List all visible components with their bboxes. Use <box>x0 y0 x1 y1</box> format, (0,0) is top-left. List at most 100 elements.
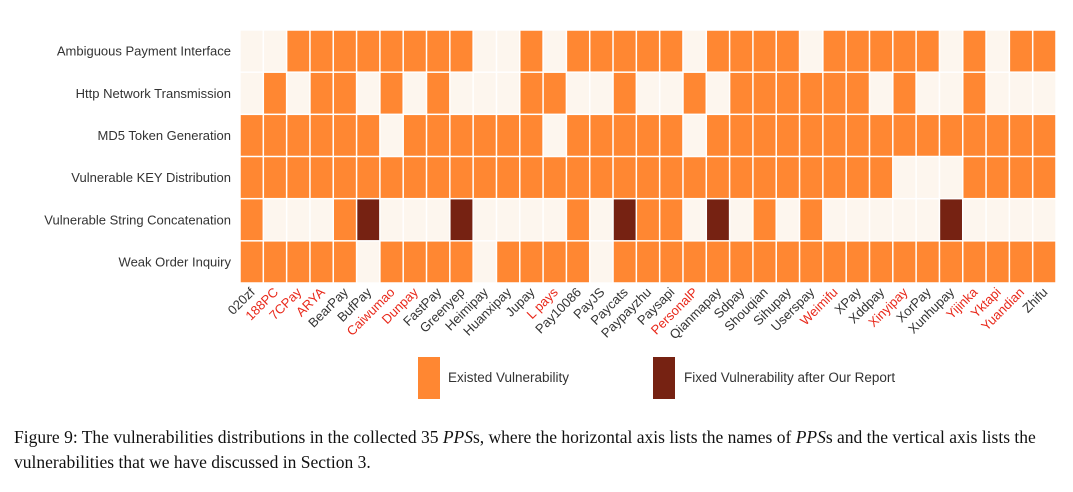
heatmap-cell <box>403 115 426 156</box>
heatmap-cell <box>240 157 263 198</box>
heatmap-cell <box>870 30 893 72</box>
caption-pps: PPS <box>442 427 473 447</box>
heatmap-cell <box>1033 115 1056 156</box>
heatmap-cell <box>986 72 1009 114</box>
heatmap-cell <box>357 72 380 114</box>
caption-pps-2: PPS <box>795 427 826 447</box>
x-tick-label: Zhifu <box>1019 285 1050 316</box>
heatmap-cell <box>660 115 683 156</box>
heatmap-cell <box>637 241 659 283</box>
heatmap-cell <box>660 241 683 283</box>
heatmap-cell <box>940 72 962 114</box>
heatmap-cells <box>240 30 1056 283</box>
heatmap-cell <box>590 157 613 198</box>
heatmap-cell <box>310 157 333 198</box>
heatmap-cell <box>1033 199 1056 241</box>
heatmap-cell <box>800 115 823 156</box>
heatmap-cell <box>707 157 729 198</box>
heatmap-cell <box>823 72 846 114</box>
legend-label-fixed: Fixed Vulnerability after Our Report <box>684 370 895 385</box>
heatmap-cell <box>846 72 869 114</box>
caption-mid: s, where the horizontal axis lists the n… <box>472 427 796 447</box>
heatmap-cell <box>730 199 753 241</box>
caption-prefix: Figure 9: The vulnerabilities distributi… <box>14 427 443 447</box>
heatmap-cell <box>637 30 659 72</box>
heatmap-cell <box>310 72 333 114</box>
legend: Existed Vulnerability Fixed Vulnerabilit… <box>418 357 895 399</box>
heatmap-cell <box>334 157 356 198</box>
heatmap-cell <box>497 30 520 72</box>
heatmap-cell <box>753 72 776 114</box>
heatmap-cell <box>380 115 403 156</box>
heatmap-cell <box>916 30 939 72</box>
heatmap-cell <box>940 157 962 198</box>
heatmap-cell <box>637 157 659 198</box>
heatmap-cell <box>753 199 776 241</box>
heatmap-cell <box>683 157 706 198</box>
heatmap-cell <box>473 199 496 241</box>
heatmap-cell <box>823 241 846 283</box>
heatmap-cell <box>334 241 356 283</box>
y-tick-label: Http Network Transmission <box>76 86 231 101</box>
heatmap-cell <box>637 199 659 241</box>
heatmap-cell <box>520 115 543 156</box>
heatmap-cell <box>403 199 426 241</box>
heatmap-cell <box>380 30 403 72</box>
heatmap-cell <box>916 115 939 156</box>
heatmap-cell <box>403 157 426 198</box>
heatmap-cell <box>776 30 799 72</box>
heatmap-cell <box>264 72 286 114</box>
heatmap-cell <box>473 72 496 114</box>
heatmap-cell <box>1010 30 1032 72</box>
heatmap-cell <box>543 30 566 72</box>
heatmap-cell <box>427 157 450 198</box>
heatmap-cell <box>613 157 636 198</box>
heatmap-cell <box>287 30 310 72</box>
heatmap-cell <box>846 157 869 198</box>
y-tick-label: Weak Order Inquiry <box>119 254 232 269</box>
heatmap-cell <box>497 199 520 241</box>
heatmap-cell <box>357 199 380 241</box>
heatmap-cell <box>450 115 473 156</box>
heatmap-cell <box>567 199 589 241</box>
heatmap-cell <box>380 241 403 283</box>
heatmap-cell <box>590 115 613 156</box>
heatmap-cell <box>334 199 356 241</box>
heatmap-cell <box>543 72 566 114</box>
heatmap-cell <box>567 241 589 283</box>
heatmap-cell <box>613 199 636 241</box>
heatmap-cell <box>334 72 356 114</box>
heatmap-cell <box>590 72 613 114</box>
heatmap-cell <box>1010 72 1032 114</box>
heatmap-cell <box>590 30 613 72</box>
heatmap-cell <box>823 30 846 72</box>
heatmap-cell <box>240 72 263 114</box>
heatmap-cell <box>986 115 1009 156</box>
heatmap-cell <box>264 157 286 198</box>
heatmap-cell <box>893 30 916 72</box>
heatmap-cell <box>963 30 986 72</box>
heatmap-cell <box>567 157 589 198</box>
heatmap-cell <box>450 241 473 283</box>
heatmap-cell <box>963 241 986 283</box>
heatmap-cell <box>427 72 450 114</box>
heatmap-cell <box>264 199 286 241</box>
heatmap-cell <box>613 72 636 114</box>
heatmap-cell <box>567 115 589 156</box>
heatmap-cell <box>497 157 520 198</box>
heatmap-cell <box>683 241 706 283</box>
y-tick-label: Vulnerable String Concatenation <box>44 212 231 227</box>
y-axis-labels: Ambiguous Payment Interface Http Network … <box>44 44 231 270</box>
heatmap-cell <box>287 157 310 198</box>
heatmap-cell <box>776 72 799 114</box>
heatmap-cell <box>846 199 869 241</box>
heatmap-cell <box>473 115 496 156</box>
heatmap-cell <box>940 115 962 156</box>
heatmap-cell <box>520 157 543 198</box>
heatmap-cell <box>800 72 823 114</box>
x-axis-labels: 020zf188PC7CPayARYABearPayBufPayCaiwumao… <box>225 284 1051 342</box>
heatmap-chart: Ambiguous Payment Interface Http Network … <box>44 30 1056 399</box>
heatmap-cell <box>753 157 776 198</box>
heatmap-cell <box>1010 199 1032 241</box>
heatmap-cell <box>427 30 450 72</box>
